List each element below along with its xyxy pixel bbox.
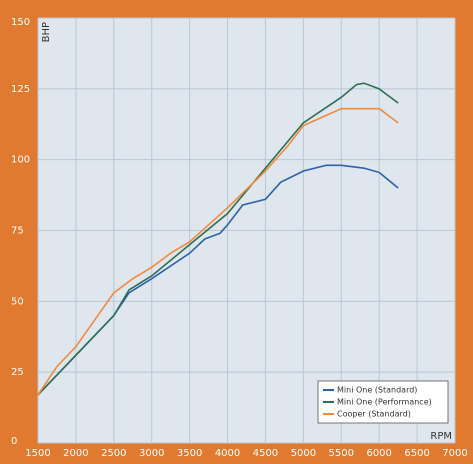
y-tick-label: 0 bbox=[11, 436, 17, 447]
x-tick-label: 3000 bbox=[139, 448, 164, 459]
legend-label: Mini One (Performance) bbox=[337, 398, 432, 407]
y-tick-label: 100 bbox=[11, 155, 30, 166]
legend: Mini One (Standard) Mini One (Performance… bbox=[317, 380, 449, 424]
series-line bbox=[37, 164, 399, 396]
y-axis-label: BHP bbox=[41, 22, 52, 42]
x-tick-label: 7000 bbox=[442, 448, 467, 459]
x-tick-label: 1500 bbox=[25, 448, 50, 459]
x-tick-label: 6500 bbox=[404, 448, 429, 459]
x-axis-label: RPM bbox=[430, 431, 452, 442]
x-tick-label: 4500 bbox=[253, 448, 278, 459]
x-tick-label: 6000 bbox=[366, 448, 391, 459]
x-tick-label: 2500 bbox=[101, 448, 126, 459]
legend-label: Mini One (Standard) bbox=[337, 386, 417, 395]
series-line bbox=[37, 107, 399, 396]
y-tick-label: 75 bbox=[11, 226, 24, 237]
x-tick-label: 4000 bbox=[215, 448, 240, 459]
series-line bbox=[37, 82, 399, 396]
legend-label: Cooper (Standard) bbox=[337, 410, 411, 419]
x-tick-label: 2000 bbox=[63, 448, 88, 459]
y-tick-label: 125 bbox=[11, 84, 30, 95]
x-tick-label: 5500 bbox=[329, 448, 354, 459]
y-tick-label: 25 bbox=[11, 367, 24, 378]
y-tick-label: 150 bbox=[11, 17, 30, 28]
y-tick-label: 50 bbox=[11, 296, 24, 307]
x-tick-label: 5000 bbox=[291, 448, 316, 459]
legend-box bbox=[317, 380, 449, 424]
x-tick-label: 3500 bbox=[177, 448, 202, 459]
